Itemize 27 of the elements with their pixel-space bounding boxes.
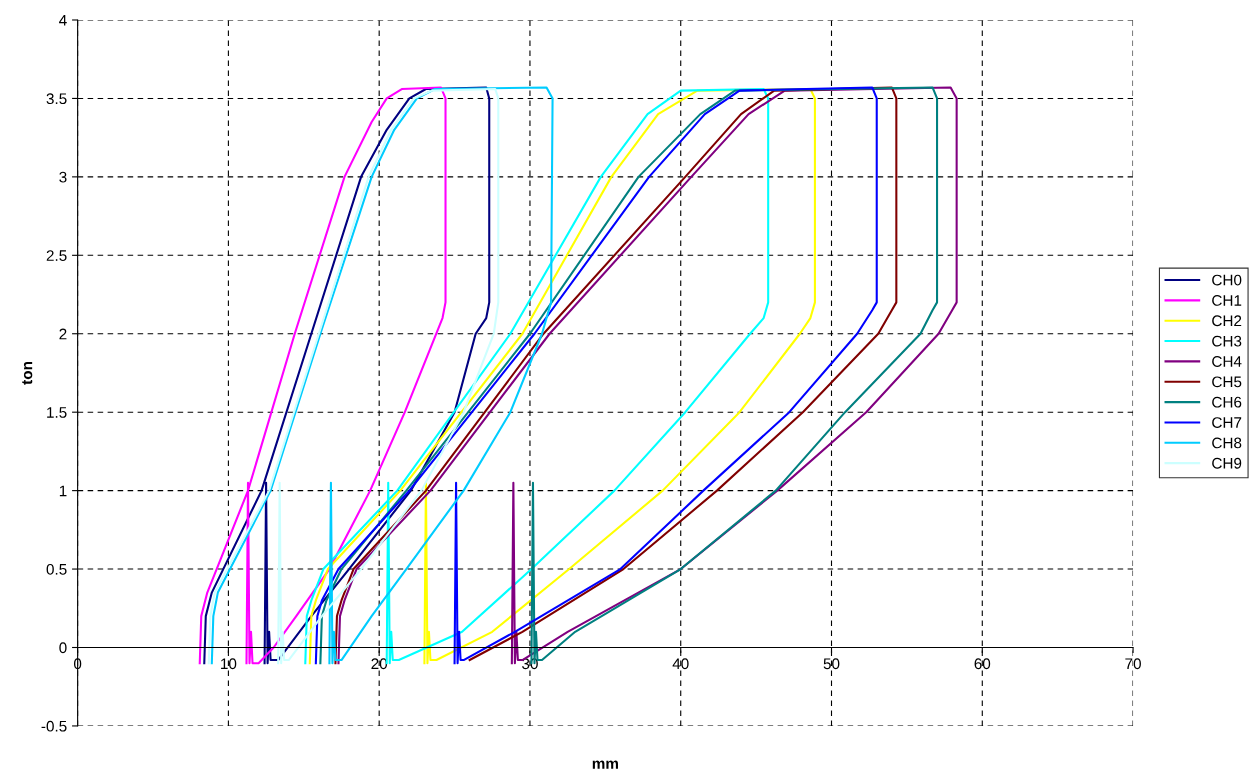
legend-label: CH4 — [1212, 356, 1242, 367]
y-axis-title: ton — [22, 362, 33, 385]
y-tick-label: 2 — [59, 328, 67, 340]
y-tick-label: 0 — [59, 642, 67, 654]
y-tick-label: 3 — [59, 171, 67, 183]
legend-label: CH6 — [1212, 396, 1242, 408]
legend-label: CH1 — [1212, 295, 1242, 306]
legend-label: CH0 — [1212, 274, 1242, 286]
legend-label: CH8 — [1212, 437, 1242, 449]
x-tick-label: 70 — [1125, 658, 1141, 670]
y-tick-label: 3.5 — [46, 93, 67, 105]
legend-label: CH2 — [1212, 315, 1242, 327]
y-tick-label: 1 — [59, 485, 67, 497]
y-tick-label: 2.5 — [46, 250, 67, 261]
y-tick-label: -0.5 — [41, 720, 67, 732]
x-tick-label: 40 — [672, 658, 689, 670]
y-tick-label: 4 — [59, 15, 67, 26]
legend-label: CH5 — [1212, 376, 1242, 388]
legend-label: CH3 — [1212, 335, 1242, 347]
x-tick-label: 60 — [974, 658, 991, 670]
legend-label: CH7 — [1212, 417, 1242, 428]
y-tick-label: 0.5 — [46, 563, 67, 575]
x-tick-label: 50 — [823, 658, 840, 670]
legend-label: CH9 — [1212, 457, 1242, 469]
y-tick-label: 1.5 — [47, 407, 67, 418]
x-tick-label: 10 — [221, 658, 237, 670]
x-axis-title: mm — [592, 760, 618, 769]
